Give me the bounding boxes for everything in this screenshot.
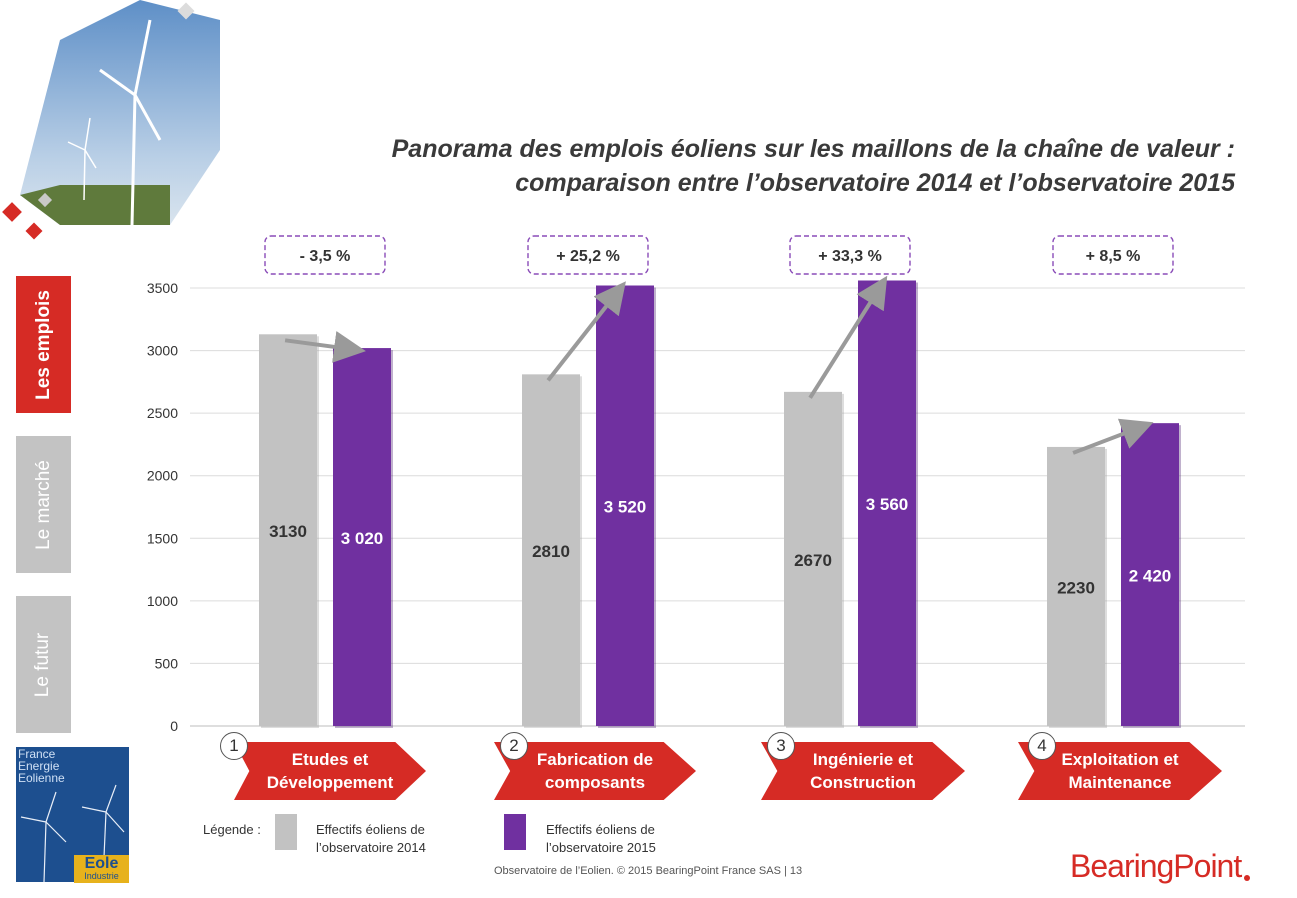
change-box <box>789 235 911 275</box>
y-tick-label: 0 <box>170 718 178 734</box>
eole-text: Eole <box>84 855 119 872</box>
change-box <box>264 235 386 275</box>
legend-label: Légende : <box>203 822 261 837</box>
step-1-box: Etudes et Développement <box>234 742 426 800</box>
side-tab-marche[interactable]: Le marché <box>16 436 71 573</box>
legend-2014-line-1: Effectifs éoliens de <box>316 822 425 837</box>
y-tick-label: 2500 <box>147 405 178 421</box>
eole-industrie-logo: Eole Industrie <box>74 855 129 883</box>
side-tab-futur[interactable]: Le futur <box>16 596 71 733</box>
step-1-number: 1 <box>220 732 248 760</box>
trend-arrow <box>1072 418 1154 455</box>
legend-2015-line-1: Effectifs éoliens de <box>546 822 655 837</box>
brand-logo: BearingPoint <box>1070 848 1242 884</box>
data-label-2014: 2230 <box>1057 578 1095 597</box>
y-tick-label: 3500 <box>147 280 178 296</box>
y-tick-label: 1500 <box>147 530 178 546</box>
step-2-line-1: Fabrication de <box>536 750 654 769</box>
bar-2014 <box>259 334 317 726</box>
data-label-2014: 2670 <box>794 551 832 570</box>
wind-turbine-photo <box>2 0 220 240</box>
data-label-2015: 3 020 <box>341 529 384 548</box>
side-tab-emplois[interactable]: Les emplois <box>16 276 71 413</box>
y-tick-label: 3000 <box>147 343 178 359</box>
step-1-line-2: Développement <box>266 773 394 792</box>
logo-line-3: Eolienne <box>18 771 65 785</box>
bar-2014 <box>1047 446 1105 726</box>
data-label-2014: 2810 <box>532 542 570 561</box>
turbine-sketch-icon <box>20 784 125 882</box>
data-label-2015: 3 560 <box>866 495 909 514</box>
bar-2015 <box>858 280 916 726</box>
bar-2015 <box>1121 423 1179 726</box>
footer-text: Observatoire de l’Eolien. © 2015 Bearing… <box>494 865 803 877</box>
trend-arrow <box>808 275 888 399</box>
step-3-line-2: Construction <box>810 773 916 792</box>
y-tick-label: 500 <box>155 655 179 671</box>
bar-2015 <box>596 285 654 726</box>
change-label: + 8,5 % <box>1086 248 1141 265</box>
step-4-line-1: Exploitation et <box>1061 750 1179 769</box>
chart-title: Panorama des emplois éoliens sur les mai… <box>235 132 1235 200</box>
brand-dot <box>1244 875 1250 881</box>
change-label: + 25,2 % <box>556 248 620 265</box>
y-tick-label: 1000 <box>147 593 178 609</box>
change-box <box>527 235 649 275</box>
legend-swatch-2015 <box>504 814 526 850</box>
bar-2014 <box>784 391 842 726</box>
legend-text-2015: Effectifs éoliens de l’observatoire 2015 <box>546 821 656 857</box>
step-3-box: Ingénierie et Construction <box>761 742 965 800</box>
step-3-line-1: Ingénierie et <box>812 750 914 769</box>
bar-2014 <box>522 374 580 726</box>
title-line-1: Panorama des emplois éoliens sur les mai… <box>391 135 1235 163</box>
legend-swatch-2014 <box>275 814 297 850</box>
step-2-line-2: composants <box>544 773 646 792</box>
trend-arrow <box>546 281 626 382</box>
change-label: - 3,5 % <box>300 248 351 265</box>
logo-line-1: France <box>18 747 56 761</box>
title-line-2: comparaison entre l’observatoire 2014 et… <box>515 169 1235 197</box>
step-3-number: 3 <box>767 732 795 760</box>
data-label-2015: 3 520 <box>604 498 647 517</box>
step-1-line-1: Etudes et <box>291 750 369 769</box>
step-2-box: Fabrication de composants <box>494 742 696 800</box>
step-2-number: 2 <box>500 732 528 760</box>
legend-2014-line-2: l’observatoire 2014 <box>316 840 426 855</box>
logo-line-2: Energie <box>18 759 60 773</box>
step-4-line-2: Maintenance <box>1068 773 1172 792</box>
change-label: + 33,3 % <box>818 248 882 265</box>
industrie-text: Industrie <box>84 871 119 881</box>
step-4-number: 4 <box>1028 732 1056 760</box>
trend-arrow <box>284 331 366 363</box>
bar-2015 <box>333 348 391 726</box>
change-box <box>1052 235 1174 275</box>
legend-2015-line-2: l’observatoire 2015 <box>546 840 656 855</box>
legend-text-2014: Effectifs éoliens de l’observatoire 2014 <box>316 821 426 857</box>
data-label-2014: 3130 <box>269 522 307 541</box>
y-tick-label: 2000 <box>147 468 178 484</box>
data-label-2015: 2 420 <box>1129 567 1172 586</box>
